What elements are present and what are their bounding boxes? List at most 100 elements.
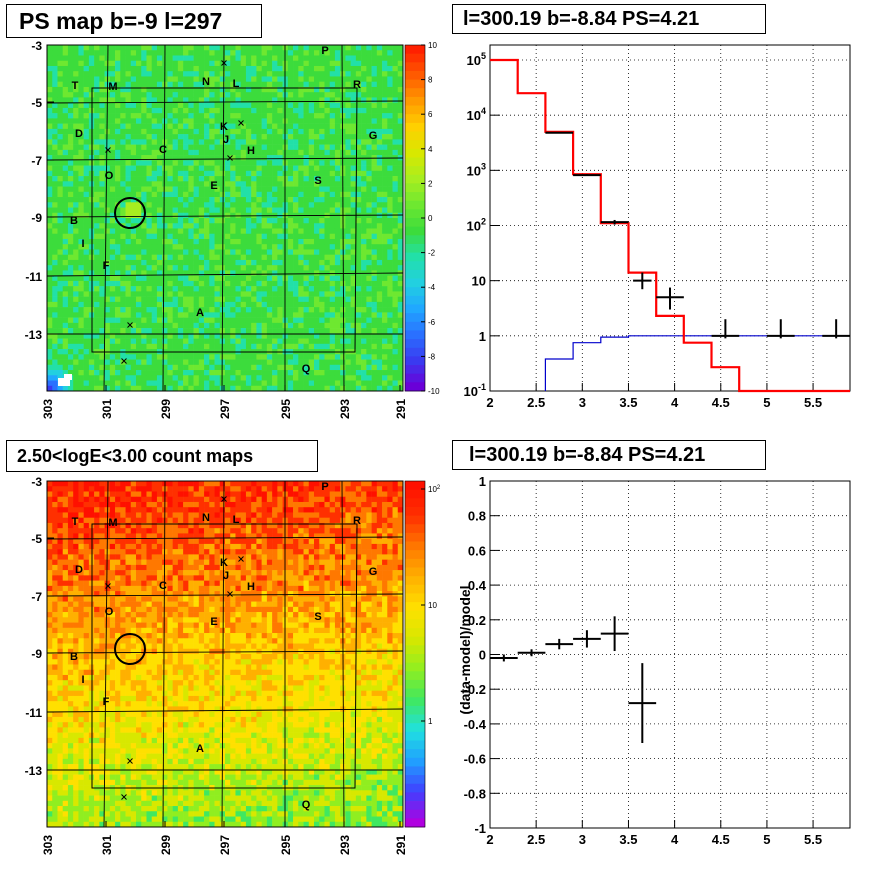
map-pixel — [177, 102, 184, 109]
map-pixel — [130, 123, 137, 130]
map-pixel — [177, 244, 184, 250]
map-pixel — [314, 491, 320, 498]
map-pixel — [62, 486, 69, 492]
map-pixel — [172, 212, 179, 219]
map-pixel — [109, 155, 116, 161]
map-pixel — [240, 149, 247, 156]
map-pixel — [298, 364, 304, 371]
map-pixel — [136, 296, 142, 303]
map-pixel — [345, 328, 351, 334]
map-pixel — [209, 307, 215, 313]
map-pixel — [329, 333, 336, 339]
map-pixel — [136, 97, 142, 103]
colorbar-segment — [405, 53, 425, 63]
map-pixel — [99, 170, 105, 177]
map-pixel — [361, 81, 367, 88]
x-tick-label: 301 — [100, 399, 114, 419]
map-pixel — [371, 176, 378, 182]
map-pixel — [94, 481, 100, 487]
map-pixel — [120, 312, 126, 318]
map-pixel — [125, 491, 132, 498]
map-pixel — [345, 118, 351, 124]
map-pixel — [392, 144, 399, 151]
map-pixel — [334, 139, 341, 145]
map-pixel — [62, 202, 69, 208]
map-pixel — [329, 359, 336, 366]
map-pixel — [319, 354, 325, 360]
map-pixel — [151, 343, 158, 350]
map-pixel — [83, 291, 90, 297]
map-pixel — [350, 228, 357, 235]
map-pixel — [209, 343, 215, 350]
map-pixel — [198, 165, 205, 172]
map-pixel — [387, 259, 393, 266]
map-pixel — [188, 380, 194, 387]
map-pixel — [366, 60, 372, 67]
map-pixel — [298, 128, 304, 135]
map-pixel — [355, 296, 362, 303]
map-pixel — [109, 118, 116, 124]
map-pixel — [209, 275, 215, 282]
map-pixel — [303, 107, 310, 114]
map-pixel — [198, 160, 205, 166]
map-pixel — [251, 218, 257, 224]
map-pixel — [67, 317, 74, 324]
map-pixel — [245, 364, 252, 371]
map-pixel — [73, 176, 79, 182]
map-pixel — [151, 507, 158, 513]
map-pixel — [392, 223, 399, 229]
map-pixel — [251, 275, 257, 282]
map-pixel — [109, 123, 116, 130]
map-pixel — [141, 92, 147, 98]
map-pixel — [94, 207, 100, 214]
map-pixel — [225, 501, 231, 508]
map-pixel — [57, 71, 64, 77]
map-pixel — [251, 359, 257, 366]
map-pixel — [141, 160, 147, 166]
map-pixel — [151, 102, 158, 109]
map-pixel — [371, 496, 378, 503]
map-pixel — [324, 45, 331, 51]
map-pixel — [266, 45, 273, 51]
map-pixel — [382, 228, 388, 235]
map-pixel — [78, 55, 84, 62]
map-pixel — [298, 191, 304, 198]
map-pixel — [355, 45, 362, 51]
map-pixel — [83, 233, 90, 240]
map-pixel — [62, 207, 69, 214]
map-pixel — [83, 301, 90, 308]
map-pixel — [350, 134, 357, 140]
map-pixel — [47, 322, 53, 329]
map-pixel — [219, 481, 226, 487]
map-pixel — [392, 92, 399, 98]
map-pixel — [177, 228, 184, 235]
map-pixel — [99, 333, 105, 339]
map-pixel — [67, 291, 74, 297]
map-pixel — [272, 50, 278, 56]
map-pixel — [256, 165, 262, 172]
map-pixel — [193, 317, 200, 324]
map-pixel — [120, 307, 126, 313]
map-pixel — [287, 385, 294, 392]
map-pixel — [130, 197, 137, 203]
map-pixel — [293, 501, 299, 508]
map-pixel — [266, 370, 273, 376]
map-pixel — [219, 144, 226, 151]
map-pixel — [387, 354, 393, 360]
map-pixel — [172, 113, 179, 119]
map-pixel — [52, 307, 58, 313]
map-pixel — [109, 380, 116, 387]
map-pixel — [130, 155, 137, 161]
map-pixel — [198, 102, 205, 109]
map-pixel — [67, 259, 74, 266]
map-pixel — [188, 301, 194, 308]
map-pixel — [219, 128, 226, 135]
map-pixel — [52, 50, 58, 56]
map-pixel — [266, 207, 273, 214]
map-pixel — [397, 107, 404, 114]
map-pixel — [366, 233, 372, 240]
map-pixel — [73, 385, 79, 392]
map-pixel — [183, 181, 189, 187]
map-pixel — [387, 275, 393, 282]
